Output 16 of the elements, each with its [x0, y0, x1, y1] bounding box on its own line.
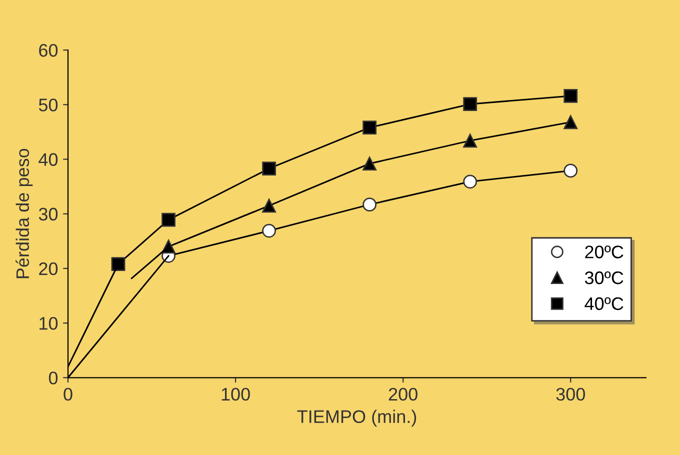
legend-label: 20ºC — [585, 246, 624, 258]
y-tick-label: 30 — [38, 208, 58, 221]
y-tick-label: 60 — [39, 44, 58, 57]
y-axis-title: Pérdida de peso — [16, 148, 33, 278]
x-tick-label: 0 — [64, 388, 72, 401]
y-tick-label: 0 — [48, 372, 58, 384]
legend-label: 30ºC — [584, 271, 624, 284]
x-tick-label: 100 — [222, 388, 250, 401]
legend-label: 40ºC — [584, 297, 624, 310]
y-tick-label: 10 — [40, 316, 58, 330]
y-tick-label: 40 — [38, 153, 58, 166]
y-tick-label: 50 — [38, 98, 58, 112]
x-axis-title: TIEMPO (min.) — [297, 410, 416, 427]
x-tick-label: 300 — [556, 388, 585, 401]
x-tick-label: 200 — [388, 388, 418, 401]
y-tick-label: 20 — [39, 262, 58, 276]
